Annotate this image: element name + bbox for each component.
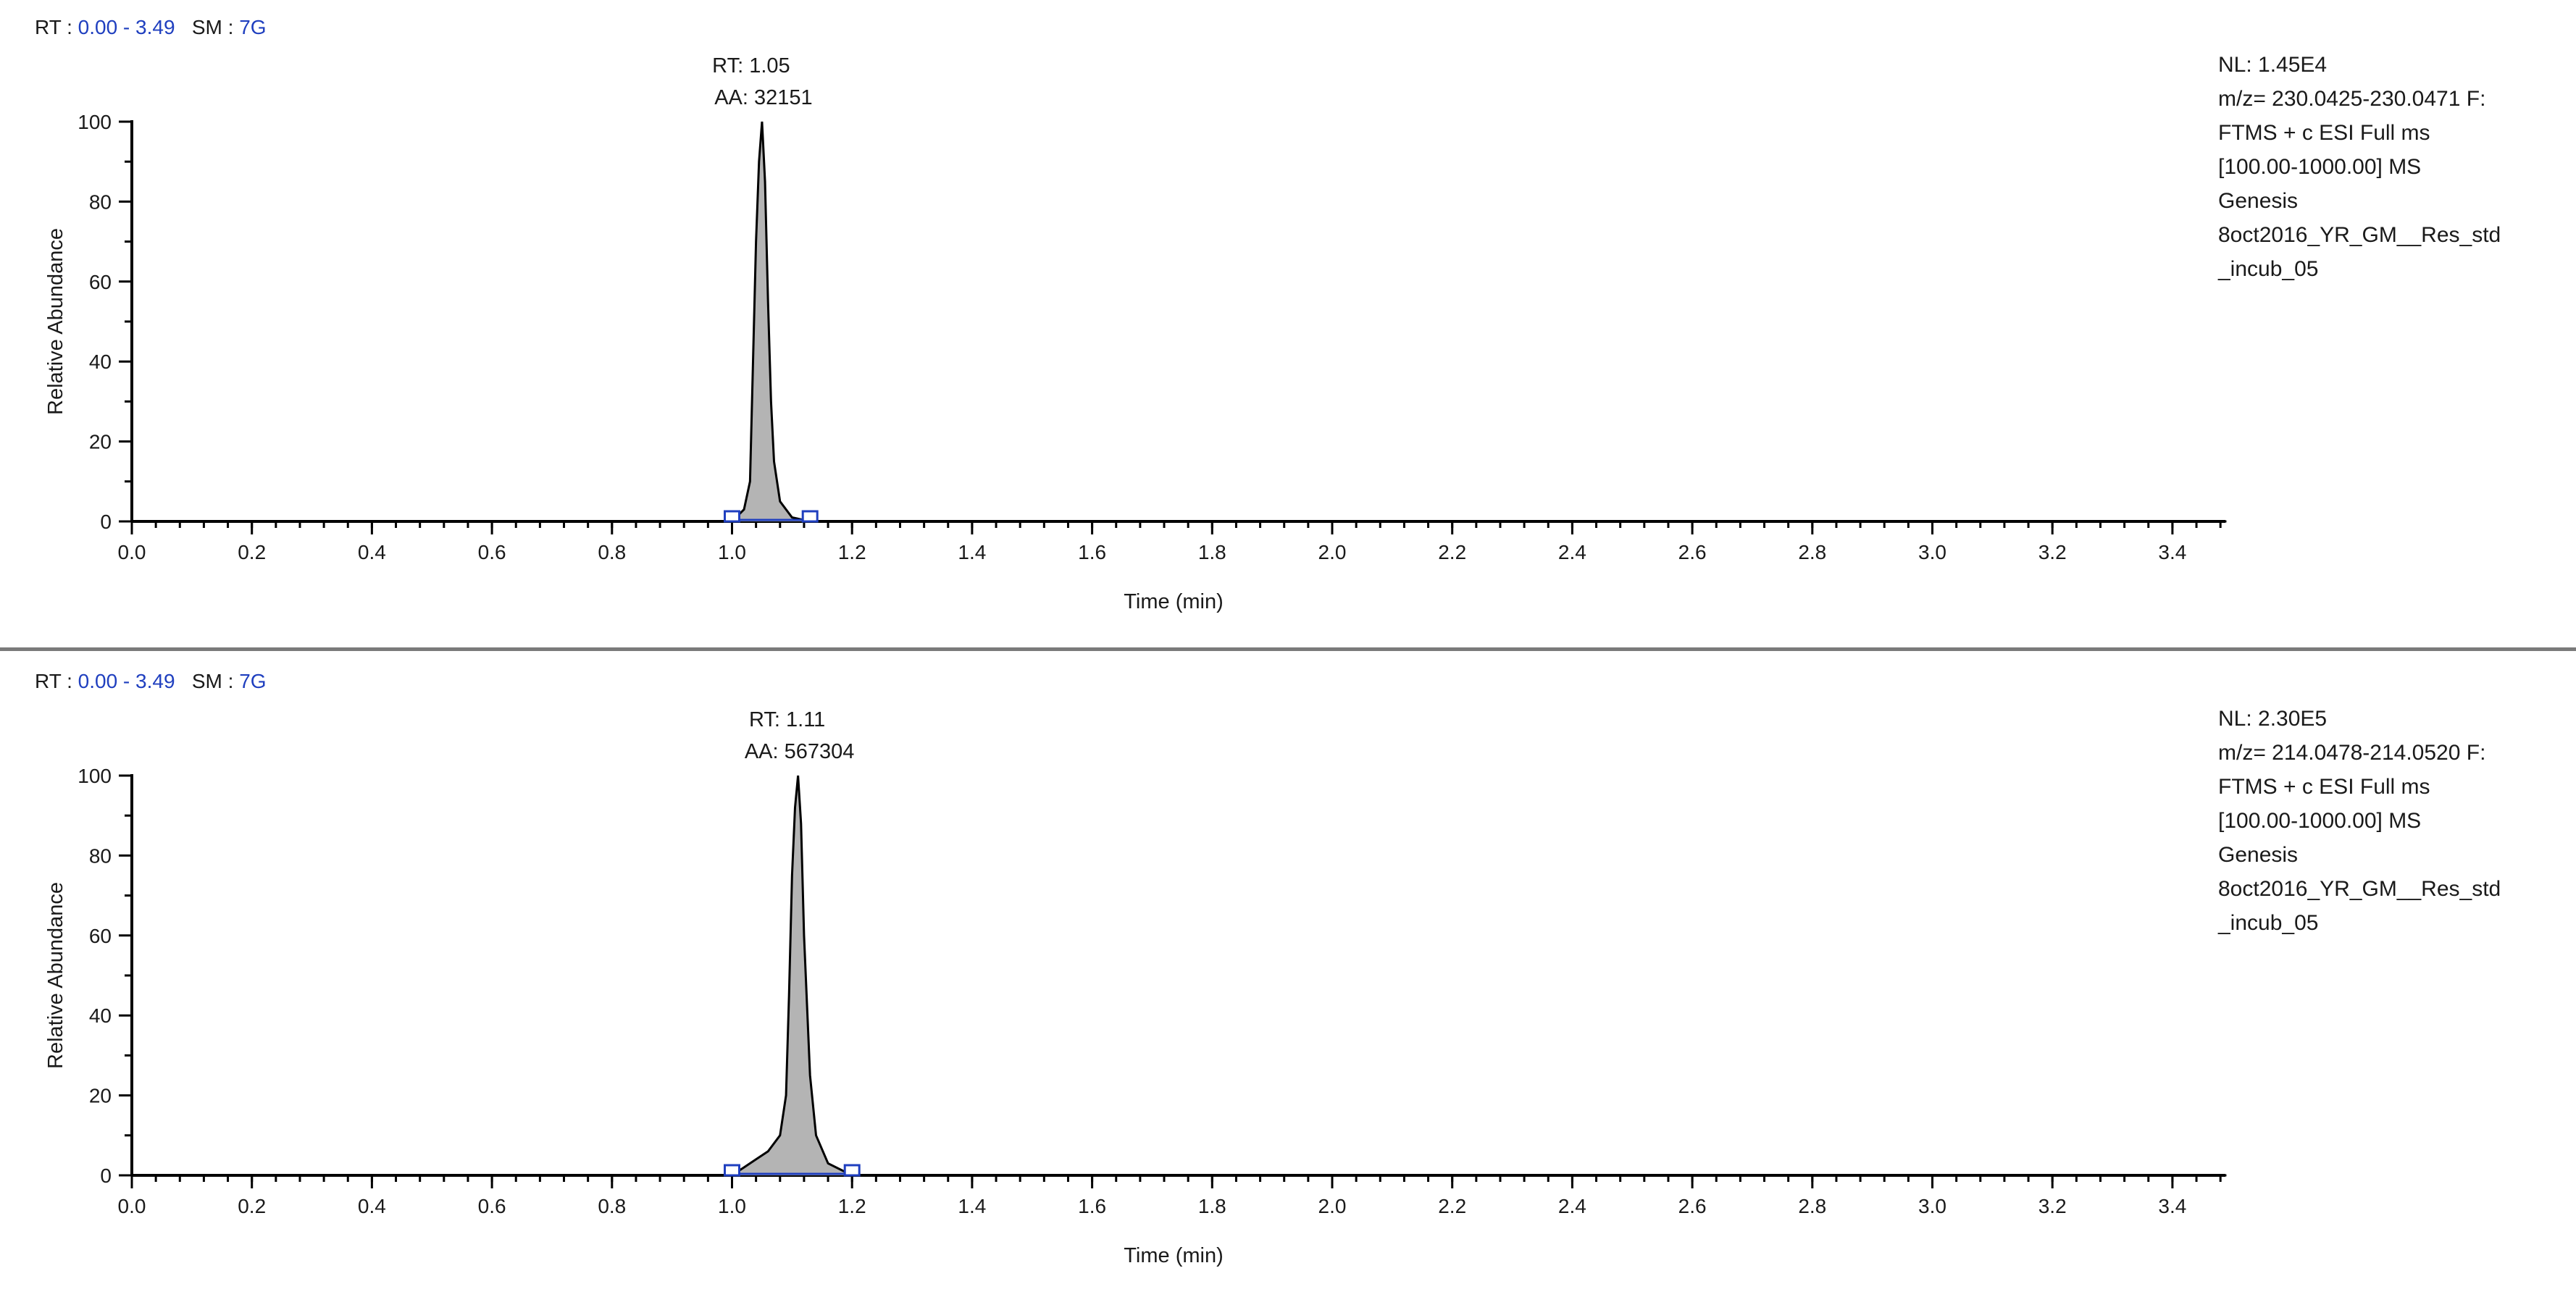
x-tick-label: 2.2 [1438,541,1466,563]
x-tick-label: 3.2 [2038,1195,2067,1217]
range-header: RT : 0.00 - 3.49 SM : 7G [35,16,267,39]
y-tick-label: 80 [89,844,112,867]
info-line: _incub_05 [2218,257,2319,281]
peak-rt-label: RT: 1.11 [749,708,825,731]
info-line: Genesis [2218,843,2299,867]
x-tick-label: 2.4 [1558,1195,1586,1217]
x-tick-label: 3.4 [2158,1195,2186,1217]
y-tick-label: 20 [89,431,112,453]
y-tick-label: 60 [89,925,112,947]
peak-area [732,122,811,521]
info-line: 8oct2016_YR_GM__Res_std [2218,877,2501,901]
y-tick-label: 100 [78,111,112,133]
rt-range: 0.00 - 3.49 [78,670,175,692]
y-tick-label: 0 [100,1164,112,1187]
info-line: m/z= 214.0478-214.0520 F: [2218,741,2486,765]
x-tick-label: 1.0 [718,1195,746,1217]
x-tick-label: 1.2 [838,1195,866,1217]
chromatogram-panel: RT : 0.00 - 3.49 SM : 7G NL: 1.45E4 m/z=… [0,0,2576,643]
x-tick-label: 0.0 [118,541,146,563]
chromatogram-trace [132,775,2227,1177]
info-line: m/z= 230.0425-230.0471 F: [2218,87,2486,111]
info-line: [100.00-1000.00] MS [2218,809,2422,833]
info-line: 8oct2016_YR_GM__Res_std [2218,223,2501,247]
x-tick-label: 0.6 [478,541,506,563]
range-header: RT : 0.00 - 3.49 SM : 7G [35,670,267,693]
x-tick-label: 2.0 [1318,541,1347,563]
sm-value: 7G [239,16,267,38]
chromatogram-plot: 0.0 0.2 0.4 0.6 0.8 1.0 1.2 1.4 1.6 1.8 2.0 2.2 2.4 2… [44,54,2227,613]
chromatogram-trace [132,121,2227,523]
x-tick-label: 0.4 [358,1195,386,1217]
x-tick-label: 2.8 [1798,541,1826,563]
info-line: NL: 1.45E4 [2218,53,2328,77]
x-tick-label: 3.0 [1918,541,1946,563]
rt-label: RT : [35,16,72,38]
scan-info: NL: 2.30E5 m/z= 214.0478-214.0520 F: FTM… [2218,702,2501,940]
y-tick-label: 20 [89,1085,112,1107]
peak-area-label: AA: 567304 [745,740,855,763]
x-tick-label: 2.2 [1438,1195,1466,1217]
x-tick-label: 0.6 [478,1195,506,1217]
integration-marker [801,510,819,523]
x-tick-label: 2.8 [1798,1195,1826,1217]
x-tick-label: 2.4 [1558,541,1586,563]
x-tick-label: 0.4 [358,541,386,563]
x-tick-label: 3.0 [1918,1195,1946,1217]
x-axis-title: Time (min) [1124,590,1223,613]
y-tick-label: 0 [100,511,112,533]
x-tick-label: 3.4 [2158,541,2186,563]
peak-area-label: AA: 32151 [714,86,812,109]
y-tick-label: 80 [89,190,112,213]
peak-rt-label: RT: 1.05 [712,54,790,77]
x-tick-label: 3.2 [2038,541,2067,563]
scan-info: NL: 1.45E4 m/z= 230.0425-230.0471 F: FTM… [2218,48,2501,286]
integration-marker [724,1164,740,1177]
chromatogram-plot: 0.0 0.2 0.4 0.6 0.8 1.0 1.2 1.4 1.6 1.8 2.0 2.2 2.4 2… [44,708,2227,1267]
x-tick-label: 1.0 [718,541,746,563]
x-tick-label: 2.6 [1678,541,1707,563]
sm-value: 7G [239,670,267,692]
info-line: [100.00-1000.00] MS [2218,155,2422,179]
y-tick-label: 40 [89,351,112,373]
x-tick-label: 2.0 [1318,1195,1347,1217]
x-tick-label: 0.2 [238,1195,266,1217]
chromatogram-panel: RT : 0.00 - 3.49 SM : 7G NL: 2.30E5 m/z=… [0,654,2576,1297]
integration-marker [724,510,740,523]
x-tick-label: 0.0 [118,1195,146,1217]
x-tick-label: 1.2 [838,541,866,563]
y-tick-label: 40 [89,1004,112,1027]
rt-label: RT : [35,670,72,692]
peak-area [732,776,853,1175]
info-line: FTMS + c ESI Full ms [2218,775,2430,799]
integration-marker [843,1164,861,1177]
x-tick-label: 1.6 [1078,541,1106,563]
info-line: Genesis [2218,189,2299,213]
x-tick-label: 0.8 [598,541,626,563]
info-line: _incub_05 [2218,911,2319,935]
x-tick-label: 1.4 [958,541,986,563]
y-axis-title: Relative Abundance [44,228,67,415]
x-tick-label: 1.8 [1198,1195,1226,1217]
x-tick-label: 0.8 [598,1195,626,1217]
x-tick-label: 1.8 [1198,541,1226,563]
info-line: FTMS + c ESI Full ms [2218,121,2430,145]
sm-label: SM : [191,670,234,692]
x-tick-label: 1.6 [1078,1195,1106,1217]
rt-range: 0.00 - 3.49 [78,16,175,38]
x-tick-label: 2.6 [1678,1195,1707,1217]
info-line: NL: 2.30E5 [2218,707,2328,731]
panel-divider [0,647,2576,651]
sm-label: SM : [191,16,234,38]
y-tick-label: 60 [89,271,112,293]
y-axis-title: Relative Abundance [44,882,67,1069]
x-axis-title: Time (min) [1124,1244,1223,1267]
x-tick-label: 1.4 [958,1195,986,1217]
y-tick-label: 100 [78,765,112,787]
x-tick-label: 0.2 [238,541,266,563]
